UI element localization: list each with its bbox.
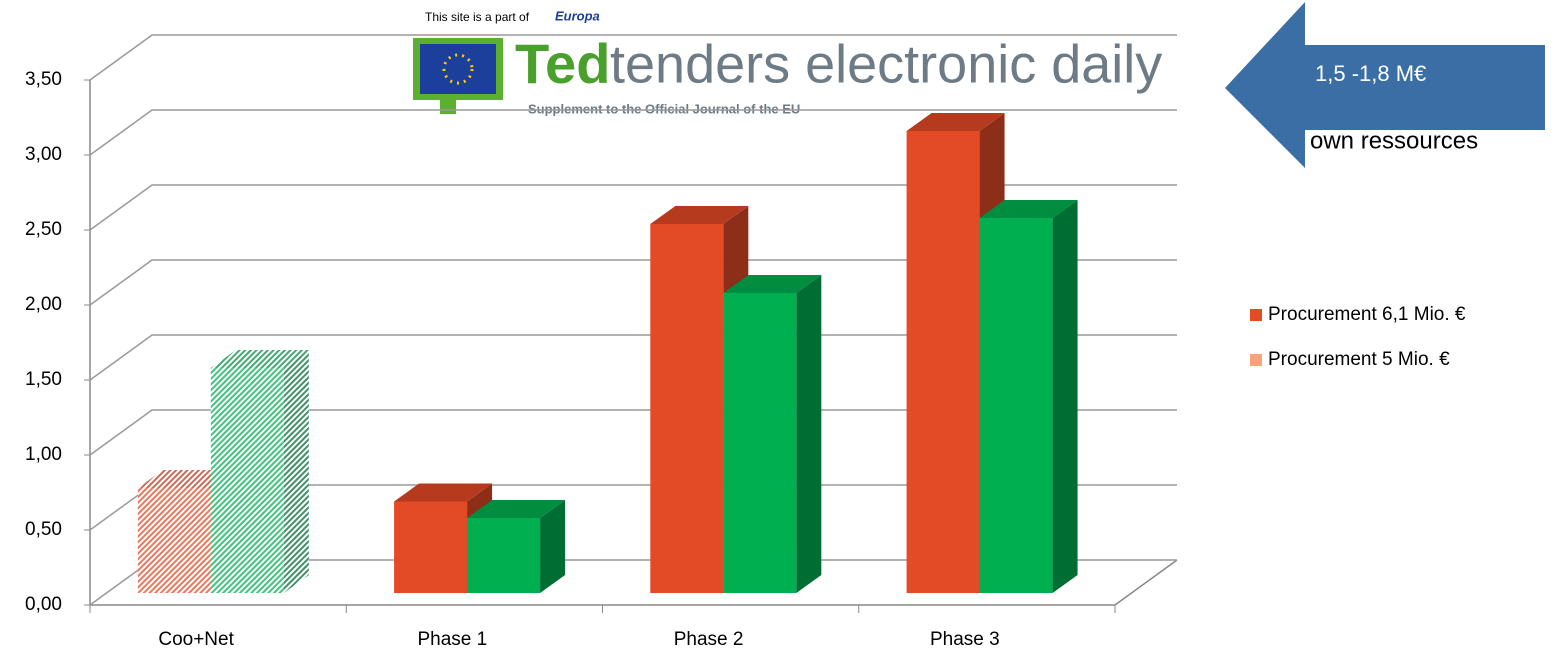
grid-line <box>89 409 1177 456</box>
logo-stars <box>442 53 474 85</box>
bar-top <box>979 200 1078 218</box>
grid-line <box>89 184 1177 231</box>
bar <box>723 293 797 593</box>
y-tick-label: 1,50 <box>25 369 62 390</box>
bar-top <box>650 206 749 224</box>
bar-top <box>723 275 822 293</box>
bar-top <box>906 113 1005 131</box>
x-tick-label: Coo+Net <box>158 629 234 650</box>
bar-side <box>796 275 822 593</box>
logo-flag <box>420 44 496 94</box>
y-tick-label: 0,50 <box>25 519 62 540</box>
logo-tab <box>440 100 456 114</box>
annotation-text: own ressources <box>1310 127 1478 154</box>
y-tick-label: 3,00 <box>25 144 62 165</box>
legend-swatch <box>1250 309 1262 321</box>
logo-tagline: This site is a part of <box>425 10 530 24</box>
grid-line <box>89 259 1177 306</box>
x-tick-label: Phase 2 <box>674 629 744 650</box>
logo-brand: Europa <box>555 8 600 23</box>
y-tick-label: 3,50 <box>25 69 62 90</box>
legend-swatch <box>1250 354 1262 366</box>
logo-supplement: Supplement to the Official Journal of th… <box>528 101 800 116</box>
bar-side <box>283 350 309 593</box>
grid <box>84 34 1178 613</box>
grid-line <box>89 109 1177 156</box>
annotation-text: 1,5 -1,8 M€ <box>1315 61 1426 86</box>
bar-side <box>540 500 566 593</box>
bar <box>394 501 468 593</box>
x-tick-label: Phase 1 <box>418 629 488 650</box>
bar-top <box>467 500 566 518</box>
grid-line <box>89 334 1177 381</box>
bar-top <box>210 350 309 368</box>
x-tick-label: Phase 3 <box>930 629 1000 650</box>
bar-top <box>394 483 493 502</box>
bar <box>650 224 724 593</box>
logo-name: Ted <box>515 32 610 95</box>
logo-subtitle: tenders electronic daily <box>610 34 1162 94</box>
y-tick-label: 2,00 <box>25 294 62 315</box>
bar <box>210 368 284 593</box>
annotation-arrow <box>1225 2 1545 168</box>
legend-label: Procurement 6,1 Mio. € <box>1268 304 1466 325</box>
y-tick-label: 2,50 <box>25 219 62 240</box>
bar <box>979 218 1053 593</box>
y-tick-label: 1,00 <box>25 444 62 465</box>
grid-line <box>89 34 1177 81</box>
bar <box>137 488 211 593</box>
bar <box>467 518 541 593</box>
bar-side <box>1052 200 1078 593</box>
y-tick-label: 0,00 <box>25 594 62 615</box>
logo: This site is a part of Europa Ted tender… <box>413 8 1162 116</box>
bar <box>906 131 980 593</box>
legend-label: Procurement 5 Mio. € <box>1268 349 1450 370</box>
